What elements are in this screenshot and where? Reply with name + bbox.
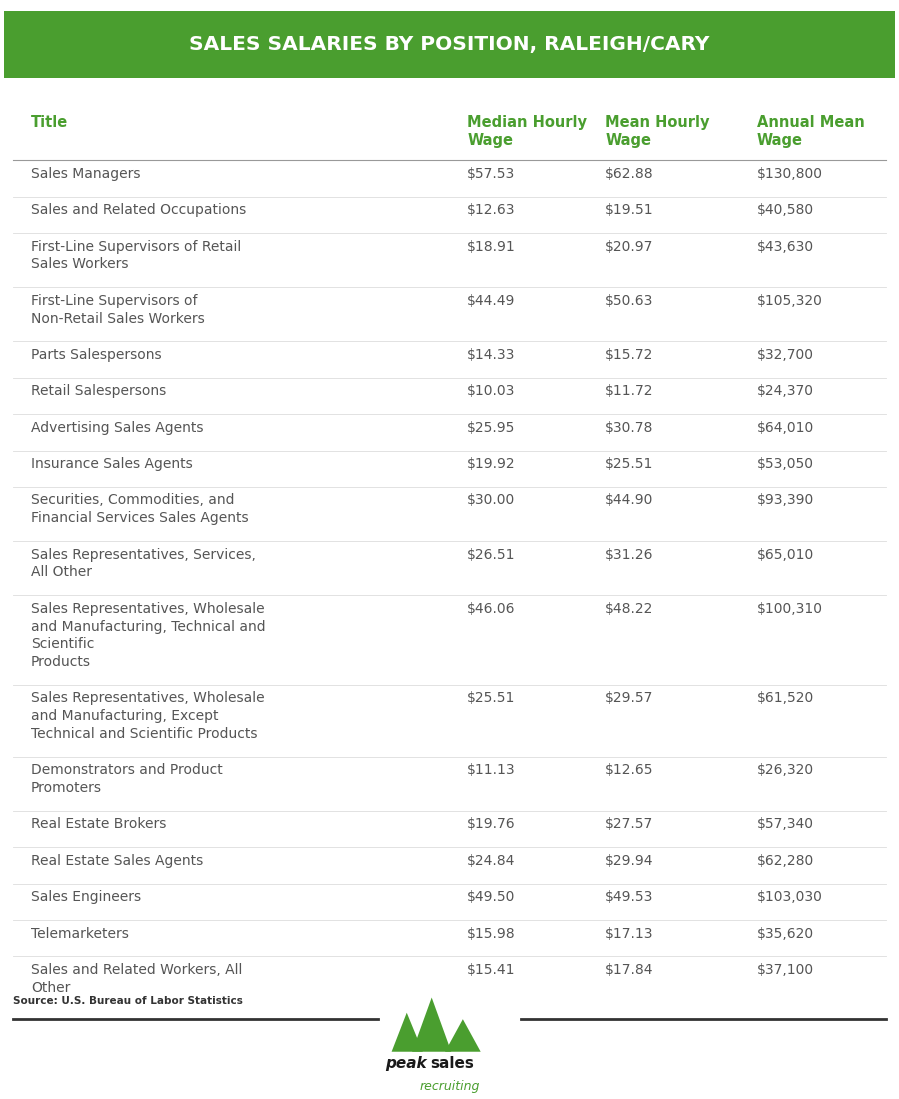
Text: $11.72: $11.72 — [605, 385, 654, 398]
Text: Advertising Sales Agents: Advertising Sales Agents — [31, 421, 203, 434]
Text: $25.95: $25.95 — [467, 421, 516, 434]
Text: $64,010: $64,010 — [757, 421, 814, 434]
Text: $65,010: $65,010 — [757, 547, 814, 562]
Text: Sales Representatives, Services,
All Other: Sales Representatives, Services, All Oth… — [31, 547, 255, 579]
Text: $20.97: $20.97 — [605, 240, 654, 254]
Text: $49.53: $49.53 — [605, 890, 654, 904]
Text: $17.84: $17.84 — [605, 963, 654, 977]
Text: $48.22: $48.22 — [605, 601, 654, 615]
Text: $12.63: $12.63 — [467, 203, 516, 218]
Text: $31.26: $31.26 — [605, 547, 654, 562]
Text: $30.78: $30.78 — [605, 421, 654, 434]
Text: Parts Salespersons: Parts Salespersons — [31, 348, 162, 362]
Text: $26.51: $26.51 — [467, 547, 516, 562]
Text: $50.63: $50.63 — [605, 293, 654, 308]
Text: Insurance Sales Agents: Insurance Sales Agents — [31, 457, 192, 471]
Text: $43,630: $43,630 — [757, 240, 814, 254]
Text: $24,370: $24,370 — [757, 385, 814, 398]
Text: $14.33: $14.33 — [467, 348, 516, 362]
Text: $37,100: $37,100 — [757, 963, 814, 977]
Text: $29.57: $29.57 — [605, 691, 654, 706]
FancyBboxPatch shape — [4, 11, 895, 78]
Text: $12.65: $12.65 — [605, 763, 654, 777]
Text: Sales Representatives, Wholesale
and Manufacturing, Technical and
Scientific
Pro: Sales Representatives, Wholesale and Man… — [31, 601, 265, 669]
Text: Retail Salespersons: Retail Salespersons — [31, 385, 166, 398]
Text: Securities, Commodities, and
Financial Services Sales Agents: Securities, Commodities, and Financial S… — [31, 493, 248, 525]
Text: Title: Title — [31, 114, 68, 130]
Text: $18.91: $18.91 — [467, 240, 516, 254]
Text: $26,320: $26,320 — [757, 763, 814, 777]
Text: $57.53: $57.53 — [467, 167, 515, 181]
Text: $100,310: $100,310 — [757, 601, 823, 615]
Text: Median Hourly
Wage: Median Hourly Wage — [467, 114, 587, 148]
Text: $19.76: $19.76 — [467, 818, 516, 831]
Text: $62.88: $62.88 — [605, 167, 654, 181]
Text: $49.50: $49.50 — [467, 890, 516, 904]
Text: $53,050: $53,050 — [757, 457, 814, 471]
Text: Real Estate Brokers: Real Estate Brokers — [31, 818, 166, 831]
Text: $15.41: $15.41 — [467, 963, 516, 977]
Text: $24.84: $24.84 — [467, 854, 516, 868]
Text: Real Estate Sales Agents: Real Estate Sales Agents — [31, 854, 203, 868]
Text: SALES SALARIES BY POSITION, RALEIGH/CARY: SALES SALARIES BY POSITION, RALEIGH/CARY — [190, 35, 709, 54]
Text: Annual Mean
Wage: Annual Mean Wage — [757, 114, 865, 148]
Text: $40,580: $40,580 — [757, 203, 814, 218]
Text: First-Line Supervisors of
Non-Retail Sales Workers: First-Line Supervisors of Non-Retail Sal… — [31, 293, 205, 325]
Polygon shape — [445, 1019, 481, 1052]
Text: Telemarketers: Telemarketers — [31, 926, 129, 941]
Text: recruiting: recruiting — [419, 1080, 480, 1092]
Text: $27.57: $27.57 — [605, 818, 654, 831]
Text: Demonstrators and Product
Promoters: Demonstrators and Product Promoters — [31, 763, 223, 795]
Text: Mean Hourly
Wage: Mean Hourly Wage — [605, 114, 710, 148]
Text: $15.98: $15.98 — [467, 926, 516, 941]
Text: $17.13: $17.13 — [605, 926, 654, 941]
Text: $25.51: $25.51 — [467, 691, 516, 706]
Text: $61,520: $61,520 — [757, 691, 814, 706]
Text: $15.72: $15.72 — [605, 348, 654, 362]
Text: Sales Representatives, Wholesale
and Manufacturing, Except
Technical and Scienti: Sales Representatives, Wholesale and Man… — [31, 691, 264, 741]
Polygon shape — [392, 1012, 423, 1052]
Text: $10.03: $10.03 — [467, 385, 516, 398]
Text: $103,030: $103,030 — [757, 890, 823, 904]
Text: $25.51: $25.51 — [605, 457, 654, 471]
Text: $35,620: $35,620 — [757, 926, 814, 941]
Text: $105,320: $105,320 — [757, 293, 823, 308]
Text: $46.06: $46.06 — [467, 601, 516, 615]
Text: $30.00: $30.00 — [467, 493, 515, 508]
Text: $32,700: $32,700 — [757, 348, 814, 362]
Text: $19.51: $19.51 — [605, 203, 654, 218]
Text: $11.13: $11.13 — [467, 763, 516, 777]
Text: sales: sales — [430, 1056, 474, 1072]
Text: $29.94: $29.94 — [605, 854, 654, 868]
Text: $93,390: $93,390 — [757, 493, 814, 508]
Text: $19.92: $19.92 — [467, 457, 516, 471]
Text: peak: peak — [386, 1056, 427, 1072]
Text: $57,340: $57,340 — [757, 818, 814, 831]
Text: Sales and Related Workers, All
Other: Sales and Related Workers, All Other — [31, 963, 242, 995]
Text: $44.90: $44.90 — [605, 493, 654, 508]
Text: Source: U.S. Bureau of Labor Statistics: Source: U.S. Bureau of Labor Statistics — [13, 996, 243, 1007]
Text: $44.49: $44.49 — [467, 293, 516, 308]
Text: $62,280: $62,280 — [757, 854, 814, 868]
Text: $130,800: $130,800 — [757, 167, 823, 181]
Text: Sales and Related Occupations: Sales and Related Occupations — [31, 203, 246, 218]
Polygon shape — [412, 998, 451, 1052]
Text: First-Line Supervisors of Retail
Sales Workers: First-Line Supervisors of Retail Sales W… — [31, 240, 241, 271]
Text: Sales Engineers: Sales Engineers — [31, 890, 141, 904]
Text: Sales Managers: Sales Managers — [31, 167, 140, 181]
